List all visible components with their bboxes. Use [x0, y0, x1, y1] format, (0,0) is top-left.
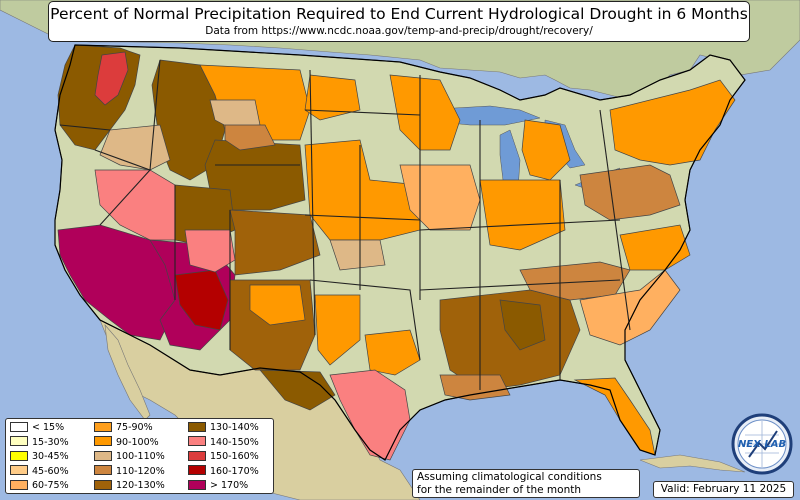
- legend-item: < 15%: [10, 421, 65, 434]
- legend-swatch: [94, 421, 112, 432]
- legend-swatch: [10, 450, 28, 461]
- legend-label: 150-160%: [210, 451, 259, 462]
- region-wa-150-160: [94, 51, 129, 106]
- region-ca-gt170: [57, 224, 181, 341]
- legend-label: 160-170%: [210, 465, 259, 477]
- region-se-130-140: [499, 299, 546, 351]
- legend-swatch: [188, 421, 206, 432]
- legend-item: 100-110%: [94, 450, 165, 463]
- legend-swatch: [94, 479, 112, 490]
- legend-label: 130-140%: [210, 422, 259, 433]
- note-line-2: for the remainder of the month: [417, 483, 582, 496]
- drought-regions: [57, 44, 736, 461]
- legend-item: 90-100%: [94, 436, 159, 449]
- region-tx-central-90-100: [364, 329, 421, 376]
- legend-item: 15-30%: [10, 436, 69, 449]
- legend-swatch: [10, 465, 28, 475]
- legend-label: 45-60%: [32, 465, 69, 477]
- conus-outline: [54, 44, 746, 461]
- region-ut-140-150: [184, 229, 236, 273]
- baja-land: [104, 324, 151, 421]
- region-ne-90-100: [609, 79, 736, 166]
- region-tx-90-100: [314, 294, 361, 366]
- legend-swatch: [188, 479, 206, 490]
- legend-label: 100-110%: [116, 451, 165, 462]
- legend-item: 140-150%: [188, 436, 259, 449]
- legend-swatch: [10, 479, 28, 490]
- region-tx-140-150: [329, 369, 411, 461]
- legend-label: 110-120%: [116, 465, 165, 477]
- legend-label: 15-30%: [32, 436, 69, 448]
- legend-label: < 15%: [32, 422, 65, 433]
- region-wy-110-120: [224, 124, 276, 151]
- legend-item: 130-140%: [188, 421, 259, 434]
- legend-item: 160-170%: [188, 465, 259, 478]
- nex-lab-logo: NEX LAB: [731, 413, 793, 475]
- title-box: Percent of Normal Precipitation Required…: [48, 1, 750, 42]
- region-mn-wi-90-100: [389, 74, 461, 151]
- logo-text: NEX LAB: [738, 439, 786, 450]
- legend-swatch: [188, 465, 206, 475]
- legend-swatch: [94, 450, 112, 461]
- cuba-land: [639, 454, 746, 473]
- region-in-oh-90-100: [479, 179, 566, 251]
- region-carolina-75-90: [579, 269, 681, 346]
- region-nd-90-100: [304, 74, 361, 121]
- legend-swatch: [188, 450, 206, 461]
- region-va-90-100: [619, 224, 691, 271]
- map-subtitle: Data from https://www.ncdc.noaa.gov/temp…: [205, 25, 593, 37]
- legend-label: 60-75%: [32, 480, 69, 491]
- region-gulf-110-120: [439, 374, 511, 401]
- region-pa-110-120: [579, 164, 681, 221]
- legend-swatch: [94, 436, 112, 446]
- legend-item: > 170%: [188, 479, 249, 492]
- legend-item: 110-120%: [94, 465, 165, 478]
- region-nv-140-150: [94, 169, 176, 241]
- legend-item: 30-45%: [10, 450, 69, 463]
- legend-label: 30-45%: [32, 451, 69, 462]
- legend-label: 90-100%: [116, 436, 159, 448]
- legend-swatch: [10, 436, 28, 446]
- legend-swatch: [94, 465, 112, 475]
- legend-label: 120-130%: [116, 480, 165, 491]
- legend-swatch: [10, 421, 28, 432]
- legend-label: > 170%: [210, 480, 249, 491]
- legend-item: 60-75%: [10, 479, 69, 492]
- legend-swatch: [188, 436, 206, 446]
- state-lines: [59, 59, 631, 390]
- legend-label: 75-90%: [116, 422, 153, 433]
- region-nm-90-100: [249, 284, 306, 326]
- map-title: Percent of Normal Precipitation Required…: [50, 5, 748, 23]
- region-tx-130-140: [259, 369, 336, 411]
- legend-item: 120-130%: [94, 479, 165, 492]
- assumption-note: Assuming climatological conditions for t…: [412, 469, 640, 498]
- legend: < 15% 15-30% 30-45% 45-60% 60-75% 75-90% 90-10…: [5, 418, 274, 494]
- legend-item: 45-60%: [10, 465, 69, 478]
- valid-date: Valid: February 11 2025: [653, 481, 794, 498]
- legend-item: 150-160%: [188, 450, 259, 463]
- region-kansas-tan: [329, 239, 386, 271]
- note-line-1: Assuming climatological conditions: [417, 471, 602, 483]
- legend-label: 140-150%: [210, 436, 259, 448]
- legend-item: 75-90%: [94, 421, 153, 434]
